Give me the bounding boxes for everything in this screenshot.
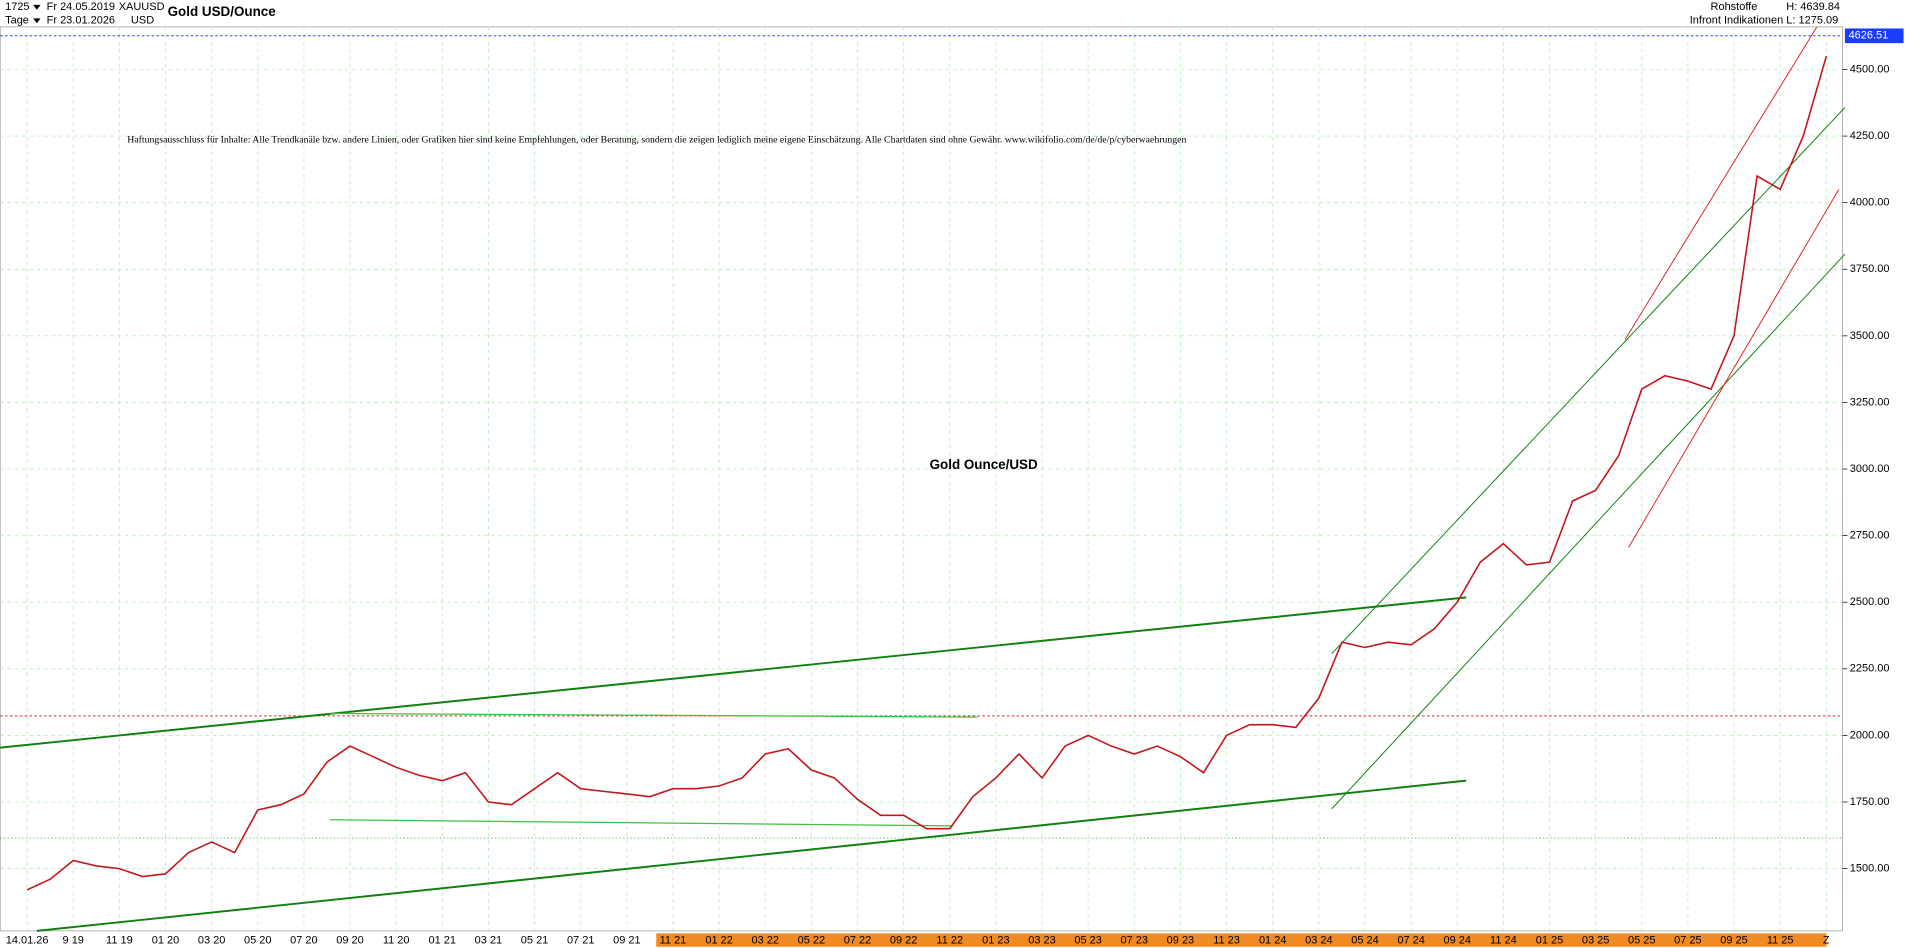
x-tick-label: 11 22 bbox=[936, 935, 963, 947]
plot-area bbox=[0, 26, 1843, 932]
x-tick-label: 07 22 bbox=[844, 935, 872, 947]
trendline bbox=[36, 779, 1467, 932]
x-tick-label: 11 23 bbox=[1213, 935, 1240, 947]
x-tick-label: 01 25 bbox=[1536, 935, 1563, 947]
disclaimer: Haftungsausschluss für Inhalte: Alle Tre… bbox=[127, 135, 1186, 146]
y-tick-label: 1500.00 bbox=[1850, 862, 1890, 874]
y-tick-label: 4250.00 bbox=[1850, 130, 1890, 142]
x-axis-highlight bbox=[656, 933, 1827, 947]
x-tick-label: 03 25 bbox=[1582, 935, 1609, 947]
x-tick-label: 01 20 bbox=[152, 935, 180, 947]
x-tick-label: 01 21 bbox=[429, 935, 457, 947]
y-tick-label: 4000.00 bbox=[1850, 197, 1890, 209]
y-tick-label: 2500.00 bbox=[1850, 596, 1890, 608]
x-tick-label: 07 25 bbox=[1674, 935, 1701, 947]
trendline bbox=[1331, 253, 1846, 810]
x-tick-label: 01 24 bbox=[1259, 935, 1286, 947]
trendline bbox=[330, 712, 978, 718]
x-tick-label: 03 20 bbox=[198, 935, 225, 947]
x-tick-label: 05 24 bbox=[1351, 935, 1378, 947]
x-tick-label: 11 20 bbox=[383, 935, 410, 947]
x-tick-label: 11 24 bbox=[1490, 935, 1517, 947]
source: Infront Indikationen bbox=[1690, 15, 1783, 27]
x-tick-label: 14.01.26 bbox=[6, 935, 49, 947]
symbol: XAUUSD bbox=[119, 1, 165, 13]
trendline bbox=[1628, 189, 1840, 548]
y-tick-label: 2750.00 bbox=[1850, 530, 1890, 542]
bars: 1725 bbox=[5, 1, 29, 13]
trendline bbox=[1331, 107, 1846, 654]
y-tick-label: 4500.00 bbox=[1850, 63, 1890, 75]
annotation: Gold Ounce/USD bbox=[930, 457, 1038, 472]
x-tick-label: 11 25 bbox=[1767, 935, 1794, 947]
x-tick-label: 05 21 bbox=[521, 935, 549, 947]
period: Tage bbox=[5, 15, 29, 27]
x-tick-label: 07 23 bbox=[1121, 935, 1149, 947]
x-tick-label: 09 25 bbox=[1720, 935, 1747, 947]
x-tick-label: 07 21 bbox=[567, 935, 595, 947]
low: L: 1275.09 bbox=[1786, 15, 1838, 27]
x-tick-label: 11 19 bbox=[106, 935, 133, 947]
x-tick-label: Z bbox=[1823, 935, 1830, 947]
x-tick-label: 09 22 bbox=[890, 935, 918, 947]
price-line bbox=[26, 55, 1828, 891]
grid bbox=[0, 26, 1843, 931]
x-tick-label: 01 23 bbox=[982, 935, 1010, 947]
x-tick-label: 09 24 bbox=[1443, 935, 1470, 947]
high: H: 4639.84 bbox=[1786, 1, 1840, 13]
last-value-box bbox=[1844, 28, 1904, 44]
y-tick-label: 3500.00 bbox=[1850, 330, 1890, 342]
chart-title: Gold USD/Ounce bbox=[168, 4, 276, 19]
x-tick-label: 09 23 bbox=[1167, 935, 1195, 947]
y-tick-label: 2250.00 bbox=[1850, 663, 1890, 675]
y-tick-label: 3250.00 bbox=[1850, 396, 1890, 408]
x-tick-label: 05 23 bbox=[1074, 935, 1102, 947]
x-tick-label: 9 19 bbox=[63, 935, 84, 947]
x-tick-label: 01 22 bbox=[705, 935, 733, 947]
last-value-label: 4626.51 bbox=[1849, 30, 1889, 42]
trendline bbox=[1624, 26, 1818, 340]
x-tick-label: 05 20 bbox=[244, 935, 271, 947]
y-tick-label: 2000.00 bbox=[1850, 729, 1890, 741]
x-tick-label: 03 21 bbox=[475, 935, 503, 947]
y-tick-label: 3750.00 bbox=[1850, 263, 1890, 275]
to-date: Fr 23.01.2026 bbox=[47, 15, 115, 27]
from-date: Fr 24.05.2019 bbox=[47, 1, 115, 13]
x-tick-label: 09 21 bbox=[613, 935, 641, 947]
y-tick-label: 1750.00 bbox=[1850, 796, 1890, 808]
currency: USD bbox=[131, 15, 154, 27]
x-tick-label: 07 20 bbox=[290, 935, 318, 947]
trendline bbox=[330, 819, 954, 827]
x-tick-label: 03 23 bbox=[1028, 935, 1056, 947]
x-tick-label: 07 24 bbox=[1397, 935, 1425, 947]
x-tick-label: 11 21 bbox=[660, 935, 687, 947]
trendline bbox=[0, 596, 1467, 749]
x-tick-label: 03 22 bbox=[751, 935, 779, 947]
x-tick-label: 09 20 bbox=[336, 935, 364, 947]
marks bbox=[26, 55, 1828, 891]
dropdown-arrows[interactable] bbox=[33, 4, 41, 24]
y-tick-label: 3000.00 bbox=[1850, 463, 1890, 475]
x-tick-label: 05 22 bbox=[798, 935, 826, 947]
x-tick-label: 05 25 bbox=[1628, 935, 1655, 947]
group: Rohstoffe bbox=[1711, 1, 1758, 13]
x-tick-label: 03 24 bbox=[1305, 935, 1332, 947]
